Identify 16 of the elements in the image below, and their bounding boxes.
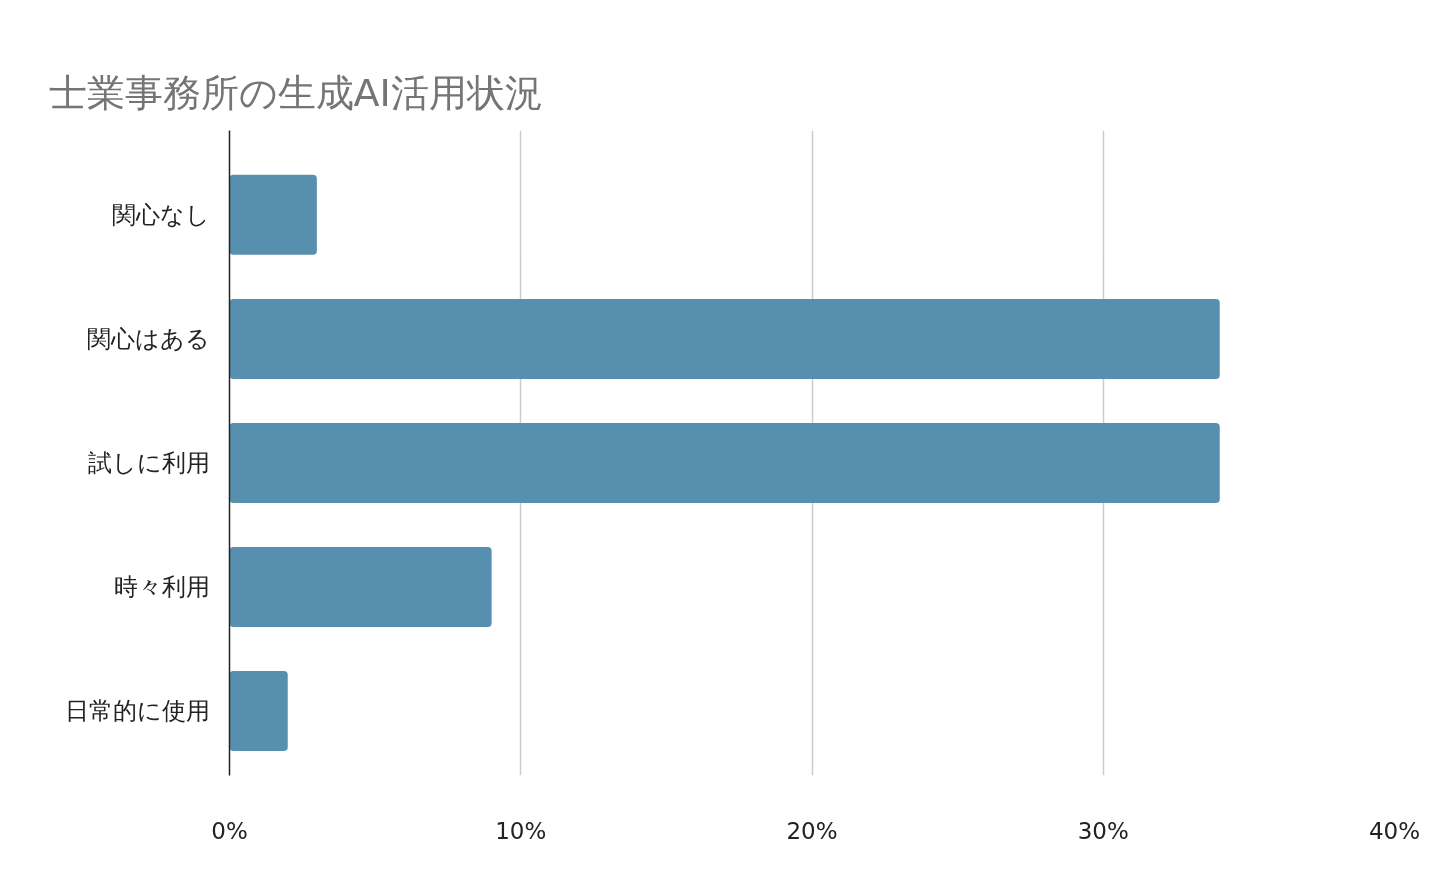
bar xyxy=(229,298,1220,379)
x-tick-label: 20% xyxy=(786,817,838,844)
bar xyxy=(229,422,1220,503)
x-tick-label: 30% xyxy=(1077,817,1129,844)
y-tick-label: 時々利用 xyxy=(113,572,210,601)
y-tick-label: 関心はある xyxy=(86,324,210,353)
y-tick-label: 試しに利用 xyxy=(87,448,210,477)
x-tick-label: 10% xyxy=(495,817,547,844)
y-tick-label: 日常的に使用 xyxy=(64,697,210,725)
bar xyxy=(229,174,317,255)
x-tick-label: 40% xyxy=(1368,817,1421,844)
chart-title: 士業事務所の生成AI活用状況 xyxy=(48,70,543,115)
bar xyxy=(229,546,492,627)
x-tick-label: 0% xyxy=(211,817,248,844)
bar xyxy=(229,671,288,751)
y-tick-label: 関心なし xyxy=(111,200,210,229)
